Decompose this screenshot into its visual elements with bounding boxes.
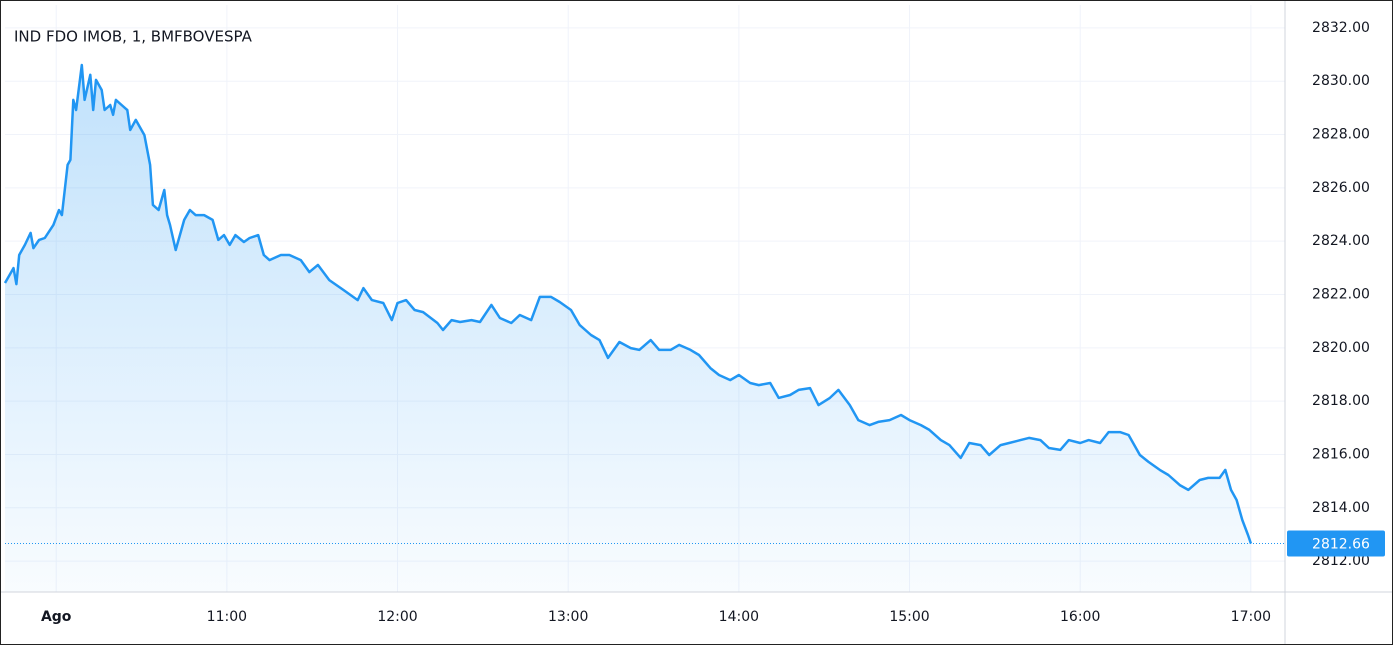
y-tick-label: 2812.00 [1312,553,1370,569]
x-tick-label: 14:00 [719,609,759,625]
x-tick-label: 17:00 [1231,609,1271,625]
y-tick-label: 2832.00 [1312,20,1370,36]
x-tick-label: Ago [41,609,72,625]
price-line [3,63,1253,544]
chart-title: IND FDO IMOB, 1, BMFBOVESPA [14,28,253,46]
y-tick-label: 2824.00 [1312,233,1370,249]
y-tick-label: 2820.00 [1312,340,1370,356]
x-tick-label: 11:00 [207,609,247,625]
y-tick-label: 2830.00 [1312,73,1370,89]
y-tick-label: 2826.00 [1312,180,1370,196]
area [5,65,1251,592]
y-tick-label: 2814.00 [1312,500,1370,516]
x-tick-label: 16:00 [1060,609,1100,625]
y-tick-label: 2828.00 [1312,127,1370,143]
y-tick-label: 2816.00 [1312,446,1370,462]
x-tick-label: 15:00 [889,609,929,625]
y-tick-label: 2822.00 [1312,287,1370,303]
x-tick-label: 12:00 [377,609,417,625]
last-price-label: 2812.66 [1312,536,1370,552]
x-tick-label: 13:00 [548,609,588,625]
y-tick-label: 2818.00 [1312,393,1370,409]
last-price-box [1287,530,1385,557]
